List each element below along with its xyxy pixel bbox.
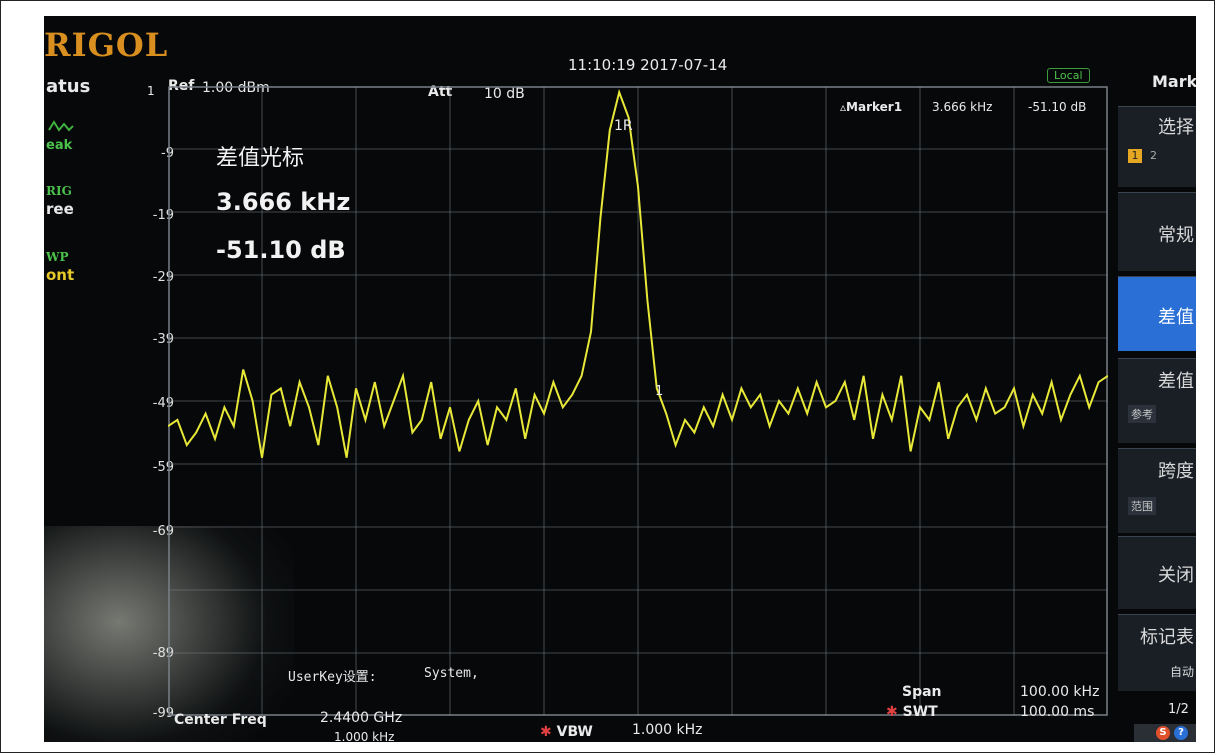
- center-freq-value: 2.4400 GHz: [320, 710, 403, 726]
- analyzer-screen: RIGOL atus eak RIG ree WP ont 1 Ref 1.00…: [44, 16, 1196, 742]
- annotation-value: -51.10 dB: [216, 236, 346, 264]
- vbw-label: ✱ VBW: [540, 724, 593, 740]
- local-badge: Local: [1047, 68, 1090, 83]
- annotation-freq: 3.666 kHz: [216, 188, 351, 216]
- trig-value: ree: [46, 200, 74, 218]
- trig-label: RIG: [46, 184, 72, 198]
- spectrum-trace: [168, 88, 1108, 458]
- span-value: 100.00 kHz: [1020, 684, 1100, 700]
- status-title: atus: [46, 76, 91, 97]
- swt-value: 100.00 ms: [1020, 704, 1095, 720]
- off-label: 关闭: [1158, 565, 1194, 586]
- delta-pair-sub[interactable]: 参考: [1128, 405, 1156, 423]
- swp-value: ont: [46, 266, 75, 284]
- span-pair-label: 跨度: [1158, 461, 1194, 482]
- off-key[interactable]: 关闭: [1118, 536, 1196, 609]
- menu-page: 1/2: [1168, 702, 1189, 717]
- ref-marker-label: 1R: [614, 118, 633, 134]
- att-label: Att: [428, 84, 453, 100]
- att-value: 10 dB: [484, 86, 525, 102]
- taskbar: S ?: [1134, 724, 1196, 742]
- delta-pair-key[interactable]: 差值 参考: [1118, 358, 1196, 443]
- vbw-label-text: VBW: [556, 724, 593, 740]
- swt-label-text: SWT: [902, 704, 938, 720]
- spectrum-plot[interactable]: [168, 86, 1108, 716]
- marker-freq: 3.666 kHz: [932, 100, 993, 114]
- select-marker-label: 选择: [1158, 117, 1194, 138]
- marker-table-label: 标记表: [1140, 627, 1194, 648]
- normal-key[interactable]: 常规: [1118, 192, 1196, 271]
- marker-1-option[interactable]: 1: [1128, 149, 1142, 163]
- ref-value: 1.00 dBm: [202, 80, 270, 96]
- menu-title: Mark: [1152, 72, 1196, 91]
- marker-table-key[interactable]: 标记表 自动: [1118, 614, 1196, 691]
- detector-value: eak: [46, 138, 73, 153]
- y-tick-label: -9: [161, 146, 174, 161]
- marker-label-text: Marker1: [846, 100, 903, 114]
- ref-top-marker: 1: [147, 84, 155, 98]
- span-label: Span: [902, 684, 942, 700]
- span-pair-sub[interactable]: 范围: [1128, 497, 1156, 515]
- swp-label: WP: [46, 250, 69, 264]
- delta-marker-label: 1: [655, 384, 664, 399]
- select-marker-key[interactable]: 选择 1 2: [1118, 106, 1196, 187]
- normal-label: 常规: [1158, 225, 1194, 246]
- help-icon[interactable]: ?: [1174, 726, 1188, 740]
- swt-label: ✱ SWT: [886, 704, 938, 720]
- userkey-value: System,: [424, 666, 479, 681]
- delta-label: 差值: [1158, 307, 1194, 328]
- vbw-value: 1.000 kHz: [632, 722, 703, 738]
- marker-2-option[interactable]: 2: [1150, 149, 1157, 162]
- annotation-title: 差值光标: [216, 146, 305, 171]
- peak-detector-icon: [48, 118, 74, 139]
- userkey-label: UserKey设置:: [288, 670, 377, 685]
- center-freq-label: Center Freq: [174, 712, 267, 728]
- s-app-icon[interactable]: S: [1156, 726, 1170, 740]
- marker-label: ▵Marker1: [840, 100, 903, 114]
- ref-label: Ref: [168, 78, 195, 94]
- delta-key[interactable]: 差值: [1118, 276, 1196, 351]
- span-pair-key[interactable]: 跨度 范围: [1118, 448, 1196, 533]
- datetime: 11:10:19 2017-07-14: [568, 56, 728, 74]
- center-freq-sub: 1.000 kHz: [334, 730, 395, 742]
- marker-value: -51.10 dB: [1028, 100, 1087, 114]
- rigol-logo: RIGOL: [44, 26, 169, 64]
- delta-pair-label: 差值: [1158, 371, 1194, 392]
- marker-table-sub: 自动: [1169, 665, 1194, 679]
